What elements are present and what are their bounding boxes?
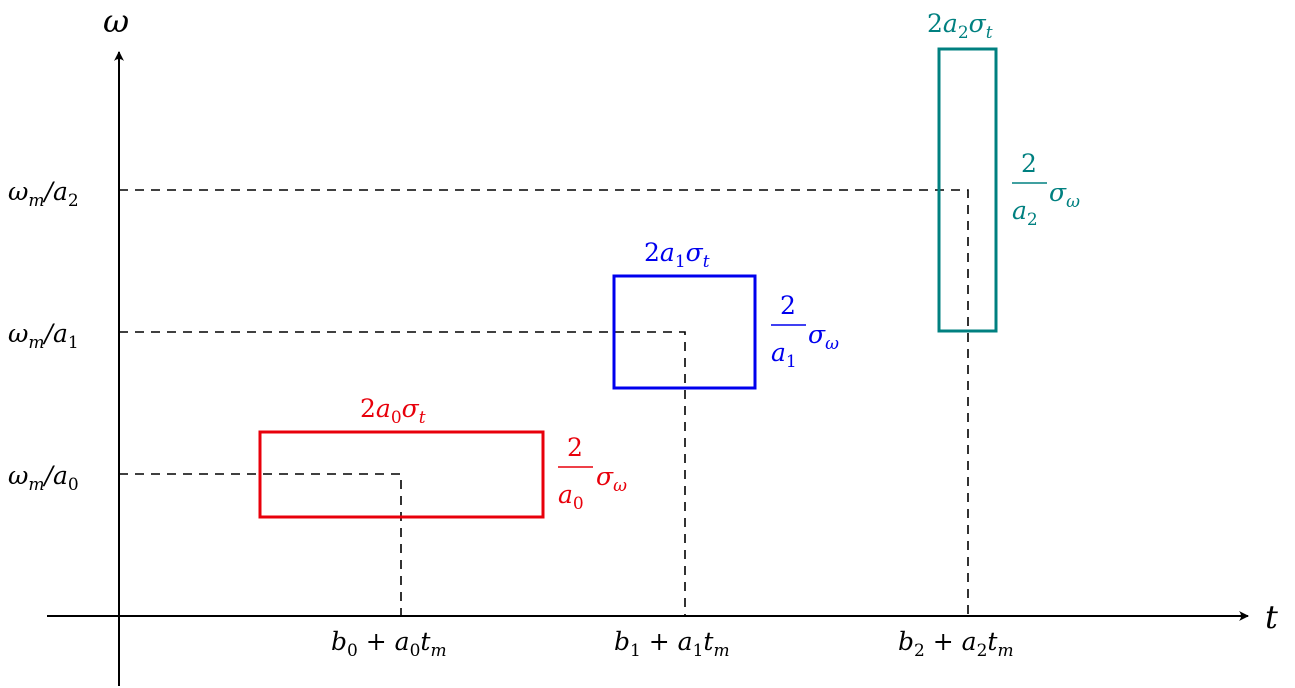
y-tick-label-2: ωm/a2 — [8, 177, 79, 211]
y-tick-label-0: ωm/a0 — [8, 461, 79, 495]
box-0-height-label: 2 a0 σω — [558, 433, 627, 514]
guide-2 — [119, 189, 969, 616]
y-tick-label-1: ωm/a1 — [8, 319, 79, 353]
y-axis-label: ω — [103, 2, 129, 40]
guide-0 — [119, 473, 402, 616]
box-1-height-numerator: 2 — [780, 291, 796, 320]
box-1-height-label: 2 a1 σω — [771, 291, 839, 372]
box-0-width-label: 2a0σt — [360, 394, 426, 428]
guide-lines — [119, 189, 969, 616]
box-1-width-label: 2a1σt — [644, 238, 710, 272]
box-1-height-denominator: a1 — [771, 338, 797, 372]
x-tick-labels: b0 + a0tm b1 + a1tm b2 + a2tm — [331, 627, 1014, 661]
box-0-height-denominator: a0 — [558, 480, 584, 514]
box-2-height-denominator: a2 — [1012, 196, 1038, 230]
y-tick-labels: ωm/a0 ωm/a1 ωm/a2 — [8, 177, 79, 495]
guide-1 — [119, 331, 686, 616]
tf-box-1 — [612, 274, 757, 390]
box-1-height-sigma: σω — [808, 320, 839, 354]
box-0-height-sigma: σω — [596, 462, 627, 496]
x-tick-label-1: b1 + a1tm — [614, 627, 730, 661]
tf-box-0 — [258, 430, 545, 519]
box-2-width-label: 2a2σt — [927, 9, 993, 43]
box-0-height-numerator: 2 — [567, 433, 583, 462]
x-axis-label: t — [1265, 598, 1278, 636]
x-tick-label-2: b2 + a2tm — [898, 627, 1014, 661]
x-tick-label-0: b0 + a0tm — [331, 627, 447, 661]
tf-box-2 — [937, 47, 998, 333]
box-2-height-numerator: 2 — [1021, 149, 1037, 178]
box-2-height-label: 2 a2 σω — [1012, 149, 1080, 230]
box-2-height-sigma: σω — [1049, 178, 1080, 212]
